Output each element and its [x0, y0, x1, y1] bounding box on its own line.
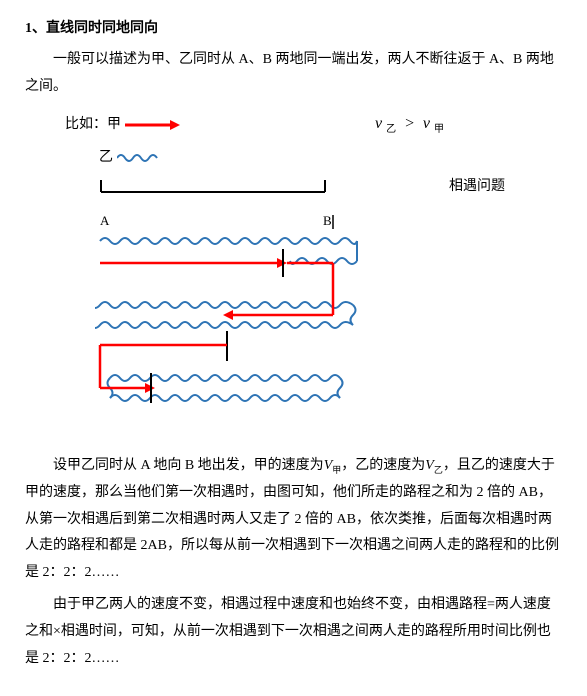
gt: >: [404, 115, 415, 132]
v2: v: [423, 115, 430, 132]
body-paragraph-1: 设甲乙同时从 A 地向 B 地出发，甲的速度为V甲，乙的速度为V乙，且乙的速度大…: [25, 453, 562, 586]
body1c: ，且乙的速度大于甲的速度，那么当他们第一次相遇时，由图可知，他们所走的路程之和为…: [25, 458, 559, 579]
intro-paragraph: 一般可以描述为甲、乙同时从 A、B 两地同一端出发，两人不断往返于 A、B 两地…: [25, 47, 562, 100]
body1b: ，乙的速度为: [341, 458, 425, 473]
velocity-formula: v 乙 > v 甲: [375, 115, 444, 132]
meeting-label: 相遇问题: [449, 179, 505, 194]
svg-text:A: A: [100, 213, 110, 228]
section-heading: 1、直线同时同地同向: [25, 18, 562, 39]
baseline-row: 相遇问题: [25, 176, 562, 197]
v2-sub: 甲: [434, 124, 444, 135]
jia-line: 比如： 甲: [65, 114, 355, 135]
var-vjia: V甲: [324, 458, 342, 473]
yi-label: 乙: [99, 147, 113, 168]
v1: v: [375, 115, 382, 132]
var-vyi: V乙: [425, 458, 443, 473]
body-paragraph-2: 由于甲乙两人的速度不变，相遇过程中速度和也始终不变，由相遇路程=两人速度之和×相…: [25, 592, 562, 672]
yi-line: 乙: [99, 147, 562, 168]
motion-diagram: A B: [95, 213, 562, 433]
jia-label: 甲: [107, 114, 121, 135]
motion-diagram-svg: A B: [95, 213, 375, 433]
baseline-bracket-icon: [99, 178, 329, 196]
example-row-jia: 比如： 甲 v 乙 > v 甲: [25, 112, 562, 137]
v1-sub: 乙: [386, 124, 396, 135]
jia-arrow-icon: [125, 118, 180, 132]
yi-squiggle-icon: [117, 151, 167, 165]
svg-text:B: B: [323, 213, 332, 228]
bihu-label: 比如：: [65, 114, 107, 135]
body1a: 设甲乙同时从 A 地向 B 地出发，甲的速度为: [53, 458, 324, 473]
